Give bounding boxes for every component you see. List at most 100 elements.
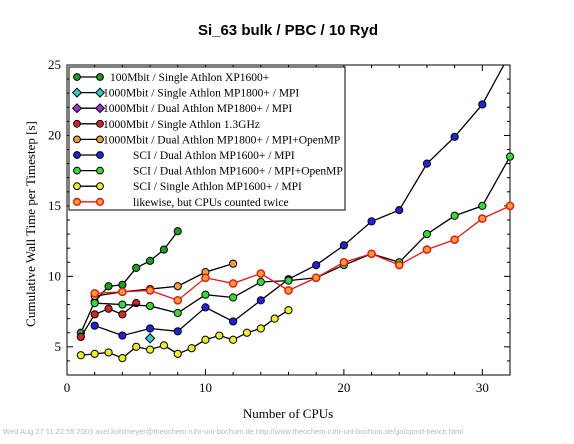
legend-item: likewise, but CPUs counted twice (72, 197, 289, 209)
data-point (450, 235, 459, 245)
data-point (284, 286, 293, 295)
series-line (80, 309, 289, 359)
data-point (394, 260, 404, 270)
data-point (311, 273, 321, 283)
data-point (229, 317, 238, 326)
data-point (173, 282, 182, 291)
legend-label: SCI / Dual Athlon MP1600+ / MPI+OpenMP (133, 166, 343, 178)
data-point (118, 353, 127, 363)
data-point (132, 263, 141, 273)
data-point (104, 348, 113, 357)
data-point (144, 333, 156, 344)
legend-marker (71, 87, 83, 98)
data-point (118, 287, 127, 297)
data-point (242, 328, 252, 337)
legend-marker (95, 197, 105, 206)
legend-marker (73, 166, 81, 175)
legend-label: 100Mbit / Single Athlon XP1600+ (110, 72, 269, 84)
series-4 (76, 299, 141, 342)
data-point (422, 159, 432, 168)
legend-marker (73, 135, 81, 144)
data-point (284, 306, 293, 315)
data-point (215, 331, 224, 340)
data-point (104, 282, 113, 291)
data-point (478, 100, 487, 109)
data-point (118, 331, 127, 340)
legend-item: 1000Mbit / Dual Athlon MP1800+ / MPI (71, 103, 292, 115)
data-point (90, 321, 99, 330)
data-point (201, 335, 210, 344)
series-line (94, 205, 511, 302)
legend-marker (71, 103, 83, 114)
y-tick-label: 15 (48, 198, 61, 213)
legend-item: 1000Mbit / Single Athlon 1.3GHz (73, 119, 260, 131)
data-point (145, 286, 155, 295)
legend-marker (94, 87, 106, 98)
data-point (90, 299, 99, 308)
data-point (187, 344, 196, 353)
data-point (256, 269, 266, 278)
legend-label: 1000Mbit / Single Athlon 1.3GHz (103, 119, 260, 131)
data-point (339, 241, 348, 250)
data-point (284, 276, 293, 285)
legend-marker (96, 135, 104, 144)
y-tick-label: 5 (55, 339, 62, 354)
data-point (367, 217, 376, 226)
data-point (422, 245, 432, 254)
legend-marker (96, 73, 104, 81)
data-point (76, 332, 85, 342)
data-point (201, 290, 210, 299)
data-point (90, 349, 99, 358)
legend-item: 100Mbit / Single Athlon XP1600+ (73, 72, 269, 84)
legend-marker (94, 103, 106, 114)
x-tick-label: 0 (64, 380, 71, 395)
legend-marker (73, 182, 81, 191)
data-point (256, 277, 265, 287)
data-point (478, 214, 487, 223)
data-point (173, 296, 183, 305)
data-point (229, 259, 238, 268)
data-point (118, 300, 127, 309)
data-point (104, 304, 113, 313)
legend-label: likewise, but CPUs counted twice (133, 197, 289, 209)
data-point (478, 201, 487, 211)
data-point (90, 288, 99, 298)
data-point (229, 335, 238, 344)
x-tick-label: 30 (476, 380, 489, 395)
data-point (228, 279, 238, 288)
data-point (367, 249, 376, 259)
legend-marker (73, 151, 81, 159)
data-point (312, 260, 321, 270)
data-point (159, 341, 169, 350)
series-9 (90, 201, 515, 305)
legend-marker (96, 182, 104, 191)
x-tick-label: 20 (337, 380, 350, 395)
legend-item: SCI / Single Athlon MP1600+ / MPI (73, 181, 302, 193)
series-layer (76, 64, 515, 363)
legend-item: 1000Mbit / Single Athlon MP1800+ / MPI (71, 87, 299, 100)
legend-item: SCI / Dual Athlon MP1600+ / MPI+OpenMP (73, 166, 343, 178)
series-line (94, 64, 505, 337)
data-point (90, 310, 99, 319)
legend-item: 1000Mbit / Dual Athlon MP1800+ / MPI+Ope… (73, 134, 340, 146)
legend-marker (96, 166, 104, 175)
data-point (118, 310, 127, 319)
data-point (270, 314, 279, 323)
y-tick-label: 25 (48, 57, 61, 72)
data-point (450, 211, 459, 220)
data-point (173, 227, 182, 236)
data-point (118, 280, 127, 289)
legend: 100Mbit / Single Athlon XP1600+ 1000Mbit … (68, 66, 346, 211)
data-point (159, 245, 169, 254)
chart-title: Si_63 bulk / PBC / 10 Ryd (198, 22, 378, 39)
legend-label: 1000Mbit / Dual Athlon MP1800+ / MPI (103, 103, 292, 115)
series-7 (90, 152, 515, 318)
legend-item: SCI / Dual Athlon MP1600+ / MPI (73, 150, 295, 162)
y-tick-label: 20 (48, 127, 61, 142)
data-point (173, 308, 182, 318)
data-point (505, 201, 515, 211)
series-2 (144, 333, 156, 344)
data-point (145, 324, 155, 333)
legend-marker (72, 197, 82, 206)
